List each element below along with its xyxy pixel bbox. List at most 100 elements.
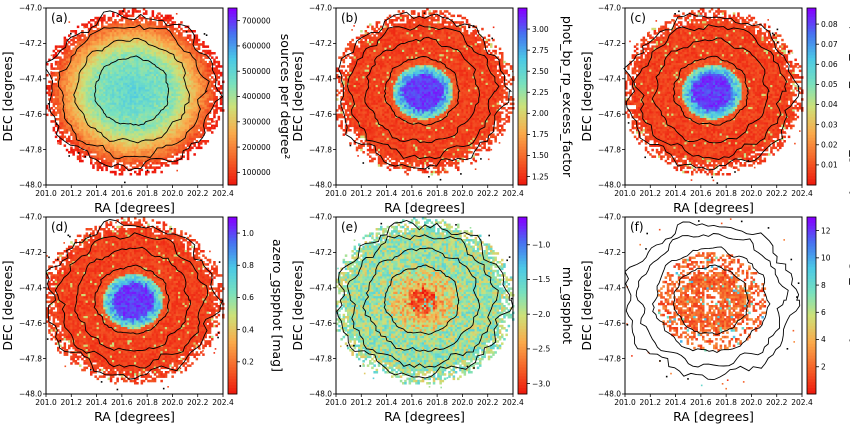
x-tick-label: 201.2 xyxy=(61,189,83,198)
y-axis-label: DEC [degrees] xyxy=(0,51,15,141)
colorbar-tick-label: 10 xyxy=(821,254,831,263)
x-tick-label: 201.2 xyxy=(351,398,373,407)
y-tick-label: −48.0 xyxy=(598,181,621,190)
heatmap-cells xyxy=(336,8,515,181)
colorbar-tick-label: 0.05 xyxy=(821,80,838,89)
y-tick-label: −47.8 xyxy=(19,354,42,363)
colorbar-tick-label: 300000 xyxy=(242,117,271,126)
y-tick-label: −47.6 xyxy=(19,110,42,119)
y-tick-label: −47.4 xyxy=(19,75,42,84)
y-tick-label: −47.0 xyxy=(19,4,42,13)
x-tick-label: 202.2 xyxy=(766,398,788,407)
axes-frame xyxy=(335,216,514,395)
axes-frame xyxy=(624,7,803,186)
colorbar-tick-label: 0.06 xyxy=(821,60,838,69)
colorbar-tick-label: 12 xyxy=(821,226,831,235)
x-tick-label: 201.2 xyxy=(61,398,83,407)
density-contours xyxy=(336,220,514,379)
colorbar-tick-label: 1.0 xyxy=(242,229,254,238)
colorbar-tick-label: 0.04 xyxy=(821,100,838,109)
colorbar-tick-label: 3.00 xyxy=(532,25,549,34)
colorbar-tick-label: 0.8 xyxy=(242,261,254,270)
y-axis-label: DEC [degrees] xyxy=(0,260,15,350)
y-axis-label: DEC [degrees] xyxy=(579,260,594,350)
x-tick-label: 201.4 xyxy=(376,398,398,407)
y-tick-label: −48.0 xyxy=(309,181,332,190)
x-axis-label: RA [degrees] xyxy=(94,409,175,424)
y-tick-label: −47.2 xyxy=(598,39,621,48)
x-tick-label: 201.8 xyxy=(715,189,737,198)
y-tick-label: −47.2 xyxy=(309,248,332,257)
colorbar-tick-label: −1.5 xyxy=(532,275,550,284)
colorbar: 0.010.020.030.040.050.060.070.08classpro… xyxy=(806,0,850,199)
colorbar-label: phot_bp_rp_excess_factor xyxy=(560,16,575,178)
colorbar-label: sources per degree² xyxy=(278,34,293,160)
colorbar-tick-label: 2 xyxy=(821,362,826,371)
colorbar: 24681012age_flame [Gyr] xyxy=(806,216,850,395)
colorbar-label: azero_gspphot [mag] xyxy=(270,239,285,372)
y-tick-label: −47.8 xyxy=(19,145,42,154)
heatmap-cells xyxy=(46,217,225,391)
x-tick-label: 201.4 xyxy=(86,189,108,198)
density-contours xyxy=(45,10,223,172)
y-tick-label: −47.6 xyxy=(19,319,42,328)
y-tick-label: −47.4 xyxy=(309,75,332,84)
y-tick-label: −47.0 xyxy=(309,4,332,13)
y-tick-label: −47.0 xyxy=(309,213,332,222)
x-tick-label: 201.6 xyxy=(690,398,712,407)
colorbar: −3.0 −2.5 −2.0 −1.5 −1.0 mh_gspphot xyxy=(517,216,575,395)
x-tick-label: 202.4 xyxy=(502,398,524,407)
x-tick-label: 202.0 xyxy=(162,398,184,407)
x-tick-label: 201.6 xyxy=(401,398,423,407)
y-tick-label: −48.0 xyxy=(309,390,332,399)
y-tick-label: −47.4 xyxy=(598,75,621,84)
x-axis-label: RA [degrees] xyxy=(673,200,754,215)
colorbar-tick-label: 100000 xyxy=(242,168,271,177)
x-tick-label: 202.0 xyxy=(741,398,763,407)
colorbar-tick-label: 0.07 xyxy=(821,40,838,49)
x-tick-label: 201.8 xyxy=(136,189,158,198)
colorbar-tick-label: 0.4 xyxy=(242,325,254,334)
y-tick-label: −47.8 xyxy=(309,354,332,363)
x-tick-label: 202.4 xyxy=(791,189,813,198)
density-contours xyxy=(623,12,800,171)
colorbar-tick-label: −1.0 xyxy=(532,240,550,249)
x-tick-label: 201.0 xyxy=(35,189,57,198)
panel-d: (d) 201.0 201.2 201.4 201.6 201.8 202.0 202.2 20… xyxy=(0,213,285,424)
x-tick-label: 202.0 xyxy=(741,189,763,198)
colorbar-tick-label: 1.25 xyxy=(532,172,549,181)
y-tick-label: −47.4 xyxy=(309,284,332,293)
panel-label: (f) xyxy=(630,220,644,234)
y-axis-label: DEC [degrees] xyxy=(290,260,305,350)
colorbar-tick-label: 500000 xyxy=(242,67,271,76)
y-tick-label: −47.2 xyxy=(309,39,332,48)
y-tick-label: −47.8 xyxy=(598,354,621,363)
colorbar-tick-label: 4 xyxy=(821,335,826,344)
x-axis-label: RA [degrees] xyxy=(673,409,754,424)
y-tick-label: −47.6 xyxy=(598,110,621,119)
panel-c: (c) 201.0 201.2 201.4 201.6 201.8 202.0 202.2 20… xyxy=(579,0,850,215)
x-tick-label: 202.2 xyxy=(187,189,209,198)
colorbar-tick-label: 2.75 xyxy=(532,46,549,55)
y-tick-label: −47.0 xyxy=(19,213,42,222)
colorbar-tick-label: 0.02 xyxy=(821,140,838,149)
colorbar-tick-label: 200000 xyxy=(242,143,271,152)
y-tick-label: −48.0 xyxy=(19,390,42,399)
x-tick-label: 201.0 xyxy=(614,398,636,407)
x-tick-label: 201.4 xyxy=(665,189,687,198)
panel-a: (a)201.0 201.2 201.4 201.6 201.8 202.0 202.2 20… xyxy=(0,4,293,215)
panel-b: (b) 201.0 201.2 201.4 201.6 201.8 202.0 202.2 20… xyxy=(290,4,575,215)
y-tick-label: −47.2 xyxy=(598,248,621,257)
panel-f: (f) 201.0 201.2 201.4 201.6 201.8 202.0 202.2 20… xyxy=(579,213,850,424)
colorbar-tick-label: 0.6 xyxy=(242,293,254,302)
x-tick-label: 201.6 xyxy=(690,189,712,198)
y-tick-label: −48.0 xyxy=(598,390,621,399)
colorbar-tick-label: 2.25 xyxy=(532,88,549,97)
colorbar-label: mh_gspphot xyxy=(560,267,575,344)
x-tick-label: 201.8 xyxy=(136,398,158,407)
colorbar: 1.25 1.50 1.75 2.00 2.25 2.50 2.75 3.00 phot_bp_… xyxy=(517,7,575,186)
x-tick-label: 201.8 xyxy=(715,398,737,407)
x-axis-label: RA [degrees] xyxy=(384,200,465,215)
colorbar-tick-label: 400000 xyxy=(242,92,271,101)
colorbar-tick-label: 1.75 xyxy=(532,130,549,139)
